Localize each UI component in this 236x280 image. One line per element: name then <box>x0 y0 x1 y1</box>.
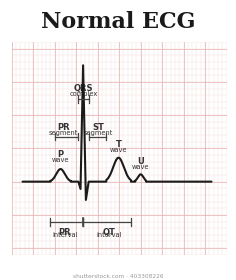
Text: shutterstock.com · 403308226: shutterstock.com · 403308226 <box>73 274 163 279</box>
Text: PR: PR <box>58 228 71 237</box>
Text: interval: interval <box>97 232 122 238</box>
Text: U: U <box>137 157 144 166</box>
Text: complex: complex <box>69 90 98 97</box>
Text: wave: wave <box>110 147 127 153</box>
Text: segment: segment <box>84 130 113 136</box>
Text: QRS: QRS <box>74 83 93 92</box>
Text: interval: interval <box>52 232 77 238</box>
Text: wave: wave <box>52 157 69 163</box>
Text: wave: wave <box>132 164 149 170</box>
Text: Normal ECG: Normal ECG <box>41 11 195 32</box>
Text: PR: PR <box>57 123 70 132</box>
Text: ST: ST <box>93 123 105 132</box>
Text: QT: QT <box>103 228 116 237</box>
Text: segment: segment <box>49 130 78 136</box>
Text: T: T <box>116 140 122 149</box>
Text: P: P <box>58 150 64 159</box>
